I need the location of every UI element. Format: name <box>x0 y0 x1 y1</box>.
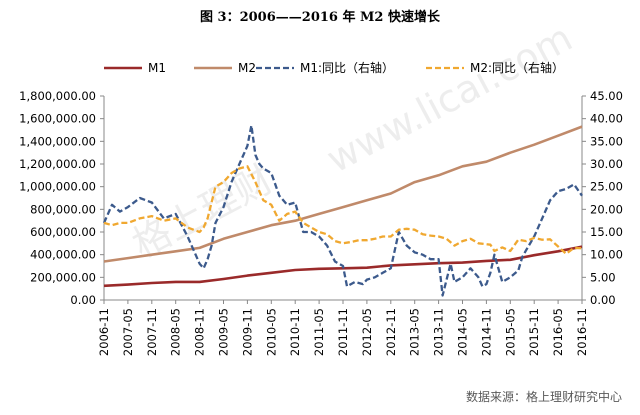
x-axis-tick-label: 2009-11 <box>240 308 254 356</box>
left-axis-tick-label: 800,000.00 <box>30 202 96 216</box>
x-axis-tick-label: 2006-11 <box>97 308 111 356</box>
x-axis-tick-label: 2016-05 <box>551 308 565 356</box>
right-axis-tick-label: 0.00 <box>590 293 616 307</box>
x-axis-tick-label: 2012-05 <box>360 308 374 356</box>
left-axis-tick-label: 600,000.00 <box>30 225 96 239</box>
x-axis-tick-label: 2014-11 <box>479 308 493 356</box>
right-axis-tick-label: 35.00 <box>590 134 623 148</box>
x-axis-tick-label: 2007-05 <box>121 308 135 356</box>
legend-label-1: M1 <box>148 61 166 75</box>
left-axis-tick-label: 1,000,000.00 <box>19 180 96 194</box>
left-axis-tick-label: 1,200,000.00 <box>19 157 96 171</box>
x-axis-tick-label: 2010-05 <box>264 308 278 356</box>
series-line-3 <box>102 124 583 297</box>
x-axis-tick-label: 2009-05 <box>217 308 231 356</box>
right-axis-tick-label: 40.00 <box>590 112 623 126</box>
right-axis-tick-label: 30.00 <box>590 157 623 171</box>
x-axis-tick-label: 2011-05 <box>312 308 326 356</box>
x-axis-tick-label: 2011-11 <box>336 308 350 356</box>
x-axis-tick-label: 2007-11 <box>145 308 159 356</box>
right-axis-tick-label: 10.00 <box>590 248 623 262</box>
left-axis-tick-label: 200,000.00 <box>30 270 96 284</box>
right-axis-tick-label: 20.00 <box>590 202 623 216</box>
right-axis-tick-label: 15.00 <box>590 225 623 239</box>
x-axis-tick-label: 2014-05 <box>456 308 470 356</box>
right-axis-tick-label: 5.00 <box>590 270 616 284</box>
watermark-en: www.licai.com <box>319 15 579 181</box>
right-axis-tick-label: 45.00 <box>590 89 623 103</box>
series-line-2 <box>103 125 583 263</box>
x-axis-tick-label: 2008-05 <box>169 308 183 356</box>
x-axis-tick-label: 2015-11 <box>527 308 541 356</box>
x-axis-tick-label: 2012-11 <box>384 308 398 356</box>
legend-label-4: M2:同比（右轴） <box>470 60 564 75</box>
left-axis-tick-label: 1,400,000.00 <box>19 134 96 148</box>
x-axis-tick-label: 2013-11 <box>432 308 446 356</box>
legend-label-2: M2 <box>238 61 256 75</box>
right-axis-tick-label: 25.00 <box>590 180 623 194</box>
watermark-cn: 格上理财 <box>125 157 280 267</box>
legend: M1 M2 M1:同比（右轴） M2:同比（右轴） <box>104 60 564 75</box>
x-axis-tick-label: 2008-11 <box>193 308 207 356</box>
x-axis-tick-label: 2015-05 <box>503 308 517 356</box>
chart-title: 图 3：2006——2016 年 M2 快速增长 <box>200 10 440 25</box>
left-axis-tick-label: 0.00 <box>70 293 96 307</box>
x-axis-tick-label: 2016-11 <box>575 308 589 356</box>
source-note: 数据来源：格上理财研究中心 <box>465 390 622 404</box>
series-line-4 <box>103 165 583 255</box>
left-axis-tick-label: 1,800,000.00 <box>19 89 96 103</box>
left-axis-tick-label: 400,000.00 <box>30 248 96 262</box>
series-lines <box>102 124 583 297</box>
left-axis-tick-label: 1,600,000.00 <box>19 112 96 126</box>
x-axis-tick-label: 2013-05 <box>408 308 422 356</box>
axes: 0.00 200,000.00 400,000.00 600,000.00 800,00… <box>19 89 623 356</box>
x-axis-tick-label: 2010-11 <box>288 308 302 356</box>
legend-label-3: M1:同比（右轴） <box>300 60 394 75</box>
